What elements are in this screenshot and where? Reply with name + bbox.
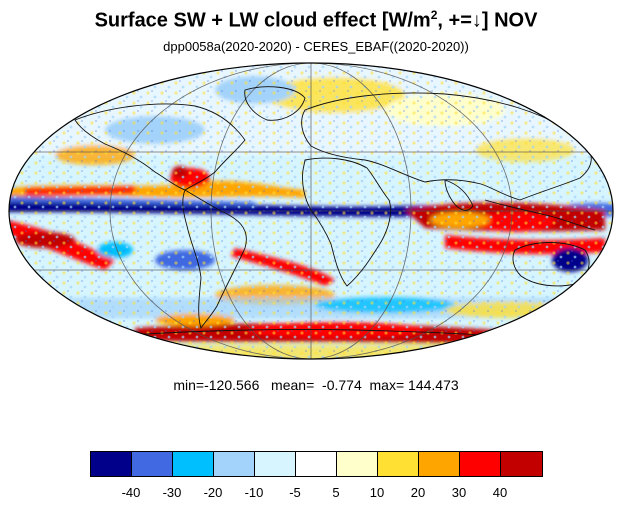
colorbar-tick-label: -10 [244,485,264,500]
stats-line: min=-120.566 mean= -0.774 max= 144.473 [0,377,632,393]
colorbar-box [214,452,255,476]
title-main: Surface SW + LW cloud effect [W/m [94,9,431,32]
colorbar-box [132,452,173,476]
colorbar-tick-label: -30 [162,485,182,500]
stat-mean-value: -0.774 [322,377,362,393]
graticule [9,63,613,359]
map-field [9,63,613,359]
colorbar-box [255,452,296,476]
stat-min-value: -120.566 [204,377,260,393]
colorbar-tick-label: 20 [410,485,426,500]
stat-max-value: 144.473 [408,377,459,393]
colorbar-box [91,452,132,476]
stat-max-label: max= [369,377,405,393]
colorbar-box [337,452,378,476]
plot-title: Surface SW + LW cloud effect [W/m2, +=↓]… [0,8,632,33]
title-rest: , +=↓] NOV [437,9,538,32]
colorbar-box [296,452,337,476]
colorbar-tick-label: -5 [289,485,301,500]
plot-subtitle: dpp0058a(2020-2020) - CERES_EBAF((2020-2… [163,39,469,54]
colorbar-tick-label: 40 [492,485,508,500]
colorbar-box [460,452,501,476]
title-superscript: 2 [430,8,438,22]
colorbar-box [173,452,214,476]
colorbar-box [501,452,542,476]
colorbar-box [419,452,460,476]
colorbar-tick-label: -20 [203,485,223,500]
colorbar-tick-label: 5 [332,485,340,500]
colorbar-tick-label: -40 [121,485,141,500]
colorbar-box [378,452,419,476]
stat-mean-label: mean= [271,377,315,393]
colorbar-tick-label: 30 [451,485,467,500]
map-border [8,62,614,360]
colorbar-tick-label: 10 [369,485,385,500]
colorbar-labels: -40 -30 -20 -10 -5 5 10 20 30 40 [0,485,632,503]
stat-min-label: min= [173,377,205,393]
colorbar [90,451,543,477]
world-map [8,62,614,360]
